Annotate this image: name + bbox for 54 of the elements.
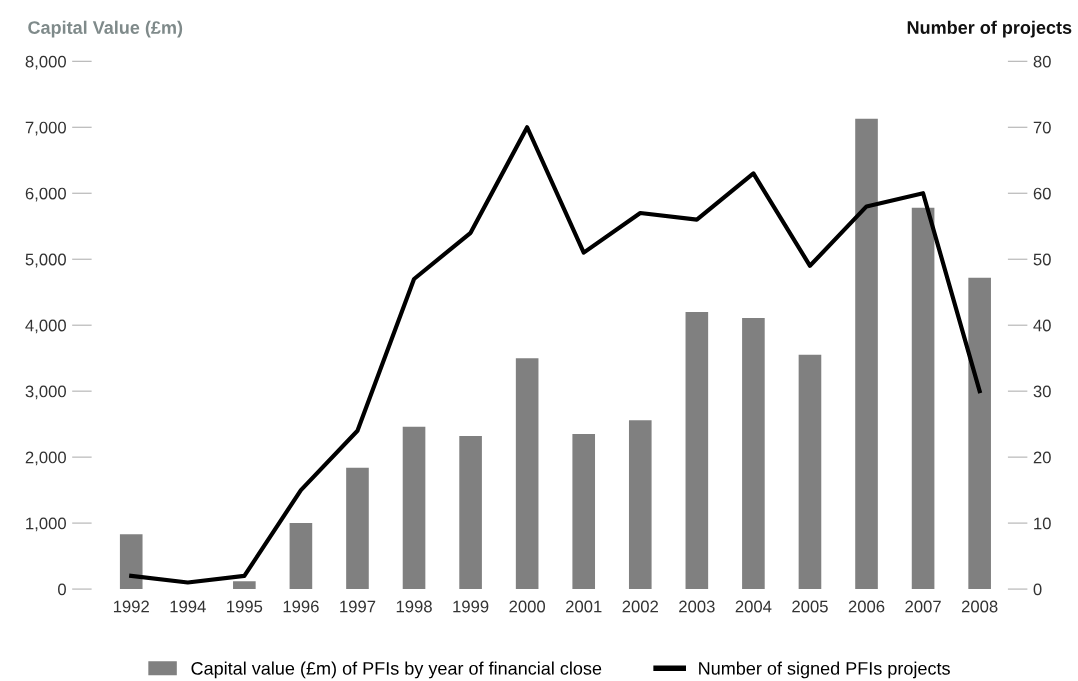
y-tick-label: 1,000 — [26, 517, 66, 532]
y-tick-label: 8,000 — [25, 55, 66, 70]
x-tick-label: 2005 — [792, 600, 828, 613]
y2-tick-label: 80 — [1033, 55, 1051, 68]
bar — [459, 436, 482, 590]
bar — [402, 426, 426, 590]
bar — [119, 534, 143, 590]
y2-axis-title: Number of projects — [907, 20, 1072, 38]
y-tick-label: 3,000 — [25, 385, 66, 400]
y-tick-label: 6,000 — [25, 187, 66, 202]
legend-label: Capital value (£m) of PFIs by year of financial close — [191, 661, 602, 679]
y-tick-label: 5,000 — [25, 253, 66, 268]
y2-tick-label: 30 — [1033, 385, 1051, 398]
bar — [515, 358, 539, 590]
y-tick-label: 2,000 — [25, 451, 66, 466]
x-tick-label: 2007 — [905, 600, 941, 613]
x-tick-label: 1994 — [170, 600, 206, 613]
x-tick-label: 1992 — [113, 600, 149, 613]
y-axis-title: Capital Value (£m) — [28, 20, 183, 38]
x-tick-label: 2003 — [679, 600, 715, 613]
x-tick-label: 1999 — [453, 600, 489, 613]
bar — [346, 467, 369, 590]
x-tick-label: 2002 — [622, 600, 658, 613]
y2-tick-label: 0 — [1033, 583, 1042, 596]
bar — [233, 581, 256, 590]
x-tick-label: 2006 — [848, 600, 885, 613]
bar — [911, 207, 935, 590]
x-tick-label: 1995 — [227, 600, 263, 613]
y-tick-label: 0 — [58, 583, 66, 596]
bar — [855, 118, 878, 590]
x-tick-label: 1996 — [283, 600, 319, 613]
legend-label: Number of signed PFIs projects — [699, 661, 950, 679]
y2-tick-label: 70 — [1033, 121, 1051, 134]
x-tick-label: 1997 — [340, 600, 376, 613]
y2-tick-label: 60 — [1033, 187, 1051, 200]
bar — [572, 434, 596, 590]
bar — [798, 354, 822, 590]
line-series — [129, 125, 982, 585]
bar — [289, 523, 313, 590]
x-tick-label: 2000 — [509, 600, 546, 613]
x-tick-label: 2004 — [735, 600, 772, 613]
x-tick-label: 1998 — [396, 600, 432, 613]
y-tick-label: 4,000 — [25, 319, 66, 334]
bar — [685, 311, 709, 590]
bar — [742, 317, 765, 590]
y2-tick-label: 20 — [1033, 451, 1051, 464]
x-tick-label: 2001 — [566, 600, 602, 613]
y-tick-label: 7,000 — [25, 121, 66, 136]
bar — [628, 420, 652, 590]
bar — [968, 277, 991, 590]
x-tick-label: 2008 — [961, 600, 998, 613]
y2-tick-label: 50 — [1033, 253, 1051, 266]
y2-tick-label: 10 — [1034, 517, 1051, 530]
y2-tick-label: 40 — [1033, 319, 1051, 332]
